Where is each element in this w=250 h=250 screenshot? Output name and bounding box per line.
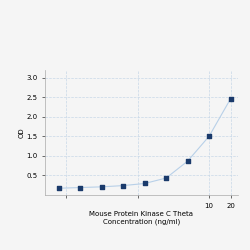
Point xyxy=(186,159,190,163)
X-axis label: Mouse Protein Kinase C Theta
Concentration (ng/ml): Mouse Protein Kinase C Theta Concentrati… xyxy=(89,212,193,225)
Point xyxy=(164,176,168,180)
Point xyxy=(143,182,147,186)
Y-axis label: OD: OD xyxy=(19,127,25,138)
Point xyxy=(121,184,125,188)
Point xyxy=(207,134,211,138)
Point xyxy=(100,185,104,189)
Point xyxy=(78,186,82,190)
Point xyxy=(228,97,232,101)
Point xyxy=(57,186,61,190)
